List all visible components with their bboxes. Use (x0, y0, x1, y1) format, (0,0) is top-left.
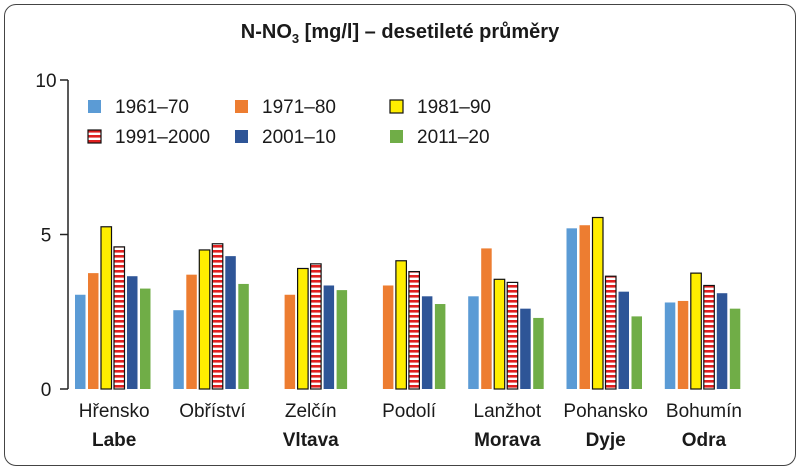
bar (579, 225, 590, 389)
river-label: Labe (92, 430, 136, 451)
bar (716, 293, 728, 389)
bar (113, 246, 126, 390)
x-tick-label: Zelčín (285, 401, 337, 422)
y-tick-label: 0 (41, 380, 52, 401)
legend-label: 1981–90 (417, 97, 491, 118)
legend-swatch (235, 100, 248, 113)
bar (506, 281, 519, 390)
legend: 1961–70 1971–80 1981–90 1991–2000 2001–10 201… (87, 97, 491, 148)
bar (533, 317, 544, 389)
y-tick-label: 5 (41, 226, 52, 247)
bar (604, 275, 617, 390)
bar (198, 249, 211, 390)
bar (75, 294, 86, 389)
x-tick-label: Obříství (179, 401, 246, 422)
legend-label: 1961–70 (115, 97, 189, 118)
legend-label: 1971–80 (262, 97, 336, 118)
x-tick-label: Podolí (382, 401, 437, 422)
bar (211, 243, 224, 390)
legend-label: 1991–2000 (115, 127, 210, 148)
x-tick-label: Hřensko (79, 401, 150, 422)
bar (520, 308, 531, 389)
bar (677, 300, 689, 389)
river-label: Vltava (283, 430, 339, 451)
legend-swatch (87, 129, 102, 144)
bar (382, 285, 394, 389)
bar (664, 302, 676, 389)
bar (127, 276, 138, 389)
legend-label: 2011–20 (417, 127, 490, 148)
y-tick-label: 10 (35, 71, 56, 92)
chart-title: N-NO3 [mg/l] – desetileté průměry (241, 21, 560, 46)
bars (75, 216, 741, 390)
bar (618, 291, 629, 389)
bar (493, 278, 506, 390)
legend-swatch (88, 100, 101, 113)
bar (703, 284, 715, 390)
bar (238, 283, 249, 389)
bar (100, 226, 113, 390)
x-tick-label: Bohumín (666, 401, 742, 422)
bar (88, 273, 99, 389)
bar (310, 263, 322, 390)
bar (408, 270, 420, 390)
bar (434, 304, 446, 389)
bar (140, 288, 151, 389)
legend-swatch (390, 130, 403, 143)
bar (323, 285, 335, 389)
bar (336, 290, 348, 389)
river-label: Dyje (586, 430, 626, 451)
bar (225, 256, 236, 389)
x-tick-label: Pohansko (563, 401, 648, 422)
bar (421, 296, 433, 389)
bar (566, 228, 577, 389)
legend-swatch (389, 99, 404, 114)
river-label: Odra (682, 430, 727, 451)
bar (481, 248, 492, 389)
x-tick-label: Lanžhot (474, 401, 542, 422)
bar (284, 294, 296, 389)
axes: 0 5 10 (35, 71, 69, 401)
bar (173, 310, 184, 389)
bar (690, 272, 702, 390)
bar (631, 316, 642, 389)
river-label: Morava (474, 430, 541, 451)
x-labels: Hřensko Labe Obříství Zelčín Vltava Podolí Lan… (79, 401, 742, 451)
bar (468, 296, 479, 389)
legend-label: 2001–10 (262, 127, 336, 148)
bar (297, 267, 309, 390)
legend-swatch (235, 130, 248, 143)
bar (395, 260, 407, 390)
bar (729, 308, 741, 389)
bar (186, 274, 197, 389)
bar (591, 216, 604, 390)
